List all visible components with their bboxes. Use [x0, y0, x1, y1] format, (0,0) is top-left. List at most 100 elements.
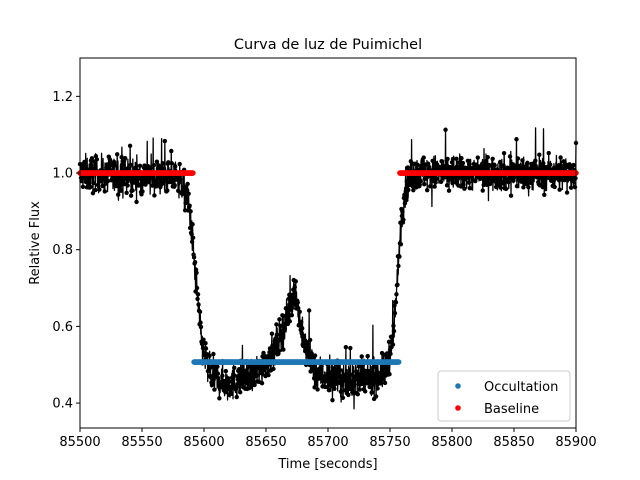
light-curve-point	[364, 381, 370, 386]
light-curve-point	[497, 159, 503, 165]
light-curve-point	[484, 182, 489, 187]
light-curve-point	[88, 184, 93, 190]
light-curve-point	[501, 150, 507, 156]
light-curve-point	[211, 351, 216, 357]
light-curve-point	[420, 158, 425, 164]
light-curve-point	[422, 181, 427, 187]
light-curve-point	[514, 184, 520, 189]
light-curve-point	[198, 320, 203, 325]
light-curve-point	[511, 175, 517, 181]
y-tick-label: 0.8	[52, 243, 73, 258]
light-curve-point	[503, 186, 509, 192]
legend-box	[437, 370, 571, 422]
light-curve-point	[137, 163, 143, 169]
light-curve-point	[181, 190, 186, 195]
light-curve-point	[271, 366, 276, 372]
light-curve-point	[286, 315, 291, 321]
light-curve-point	[238, 390, 243, 395]
light-curve-point	[234, 384, 239, 390]
light-curve-point	[173, 164, 178, 169]
light-curve-point	[515, 156, 521, 161]
light-curve-point	[485, 154, 490, 160]
light-curve-point	[134, 199, 139, 205]
light-curve-point	[243, 380, 249, 386]
light-curve-point	[396, 263, 401, 269]
light-curve-point	[430, 158, 435, 164]
light-curve-point	[259, 381, 265, 386]
y-axis-label: Relative Flux	[28, 201, 43, 285]
light-curve-point	[340, 395, 346, 400]
light-curve-point	[405, 165, 411, 170]
light-curve-point	[215, 371, 221, 376]
light-curve-point	[526, 184, 531, 190]
light-curve-point	[446, 178, 451, 183]
light-curve-point	[363, 376, 369, 381]
light-curve-point	[516, 163, 522, 169]
light-curve-point	[352, 382, 357, 387]
light-curve-point	[189, 239, 195, 245]
light-curve-point	[100, 183, 105, 189]
x-tick-label: 85600	[183, 435, 224, 450]
light-curve-point	[461, 182, 466, 187]
light-curve-point	[194, 270, 199, 275]
light-curve-point	[528, 180, 534, 186]
light-curve-point	[483, 177, 488, 182]
light-curve-point	[501, 163, 506, 168]
light-curve-point	[401, 217, 406, 222]
light-curve-point	[408, 159, 414, 164]
light-curve-point	[282, 326, 288, 332]
light-curve-point	[112, 159, 117, 165]
light-curve-point	[306, 308, 312, 313]
light-curve-point	[155, 182, 160, 188]
light-curve-point	[514, 137, 519, 142]
light-curve-point	[102, 189, 108, 194]
light-curve-point	[390, 334, 395, 339]
light-curve-point	[212, 387, 217, 392]
light-curve-point	[426, 164, 432, 170]
light-curve-point	[498, 185, 503, 190]
light-curve-point	[561, 159, 566, 164]
light-curve-point	[450, 180, 455, 186]
light-curve-point	[193, 289, 198, 294]
light-curve-point	[533, 158, 538, 163]
light-curve-point	[319, 363, 324, 369]
light-curve-point	[467, 185, 473, 191]
light-curve-point	[105, 162, 110, 167]
light-curve-point	[115, 192, 121, 197]
light-curve-point	[520, 158, 525, 163]
light-curve-point	[148, 165, 153, 171]
light-curve-point	[419, 163, 424, 169]
light-curve-point	[237, 366, 242, 372]
light-curve-point	[289, 312, 294, 318]
light-curve-point	[359, 354, 364, 359]
light-curve-point	[136, 183, 141, 188]
x-tick-label: 85850	[493, 435, 534, 450]
light-curve-point	[395, 282, 400, 287]
light-curve-point	[91, 180, 96, 186]
light-curve-point	[542, 192, 547, 198]
light-curve-point	[198, 324, 204, 330]
light-curve-point	[127, 143, 133, 148]
light-curve-point	[85, 180, 90, 185]
light-curve-point	[312, 353, 318, 358]
light-curve-point	[457, 160, 462, 165]
light-curve-point	[190, 235, 196, 240]
light-curve-point	[97, 187, 102, 192]
light-curve-point	[466, 180, 472, 185]
light-curve-point	[136, 176, 142, 181]
light-curve-point	[558, 155, 563, 160]
light-curve-point	[191, 255, 197, 260]
light-curve-point	[257, 366, 262, 371]
light-curve-point	[278, 323, 283, 329]
light-curve-point	[432, 184, 437, 189]
light-curve-point	[163, 178, 169, 184]
light-curve-point	[339, 382, 345, 388]
light-curve-point	[266, 372, 271, 378]
light-curve-point	[417, 182, 422, 187]
light-curve-point	[521, 185, 526, 190]
light-curve-point	[394, 292, 399, 297]
light-curve-point	[223, 389, 228, 395]
legend-marker-baseline	[455, 405, 461, 411]
light-curve-point	[372, 379, 378, 384]
